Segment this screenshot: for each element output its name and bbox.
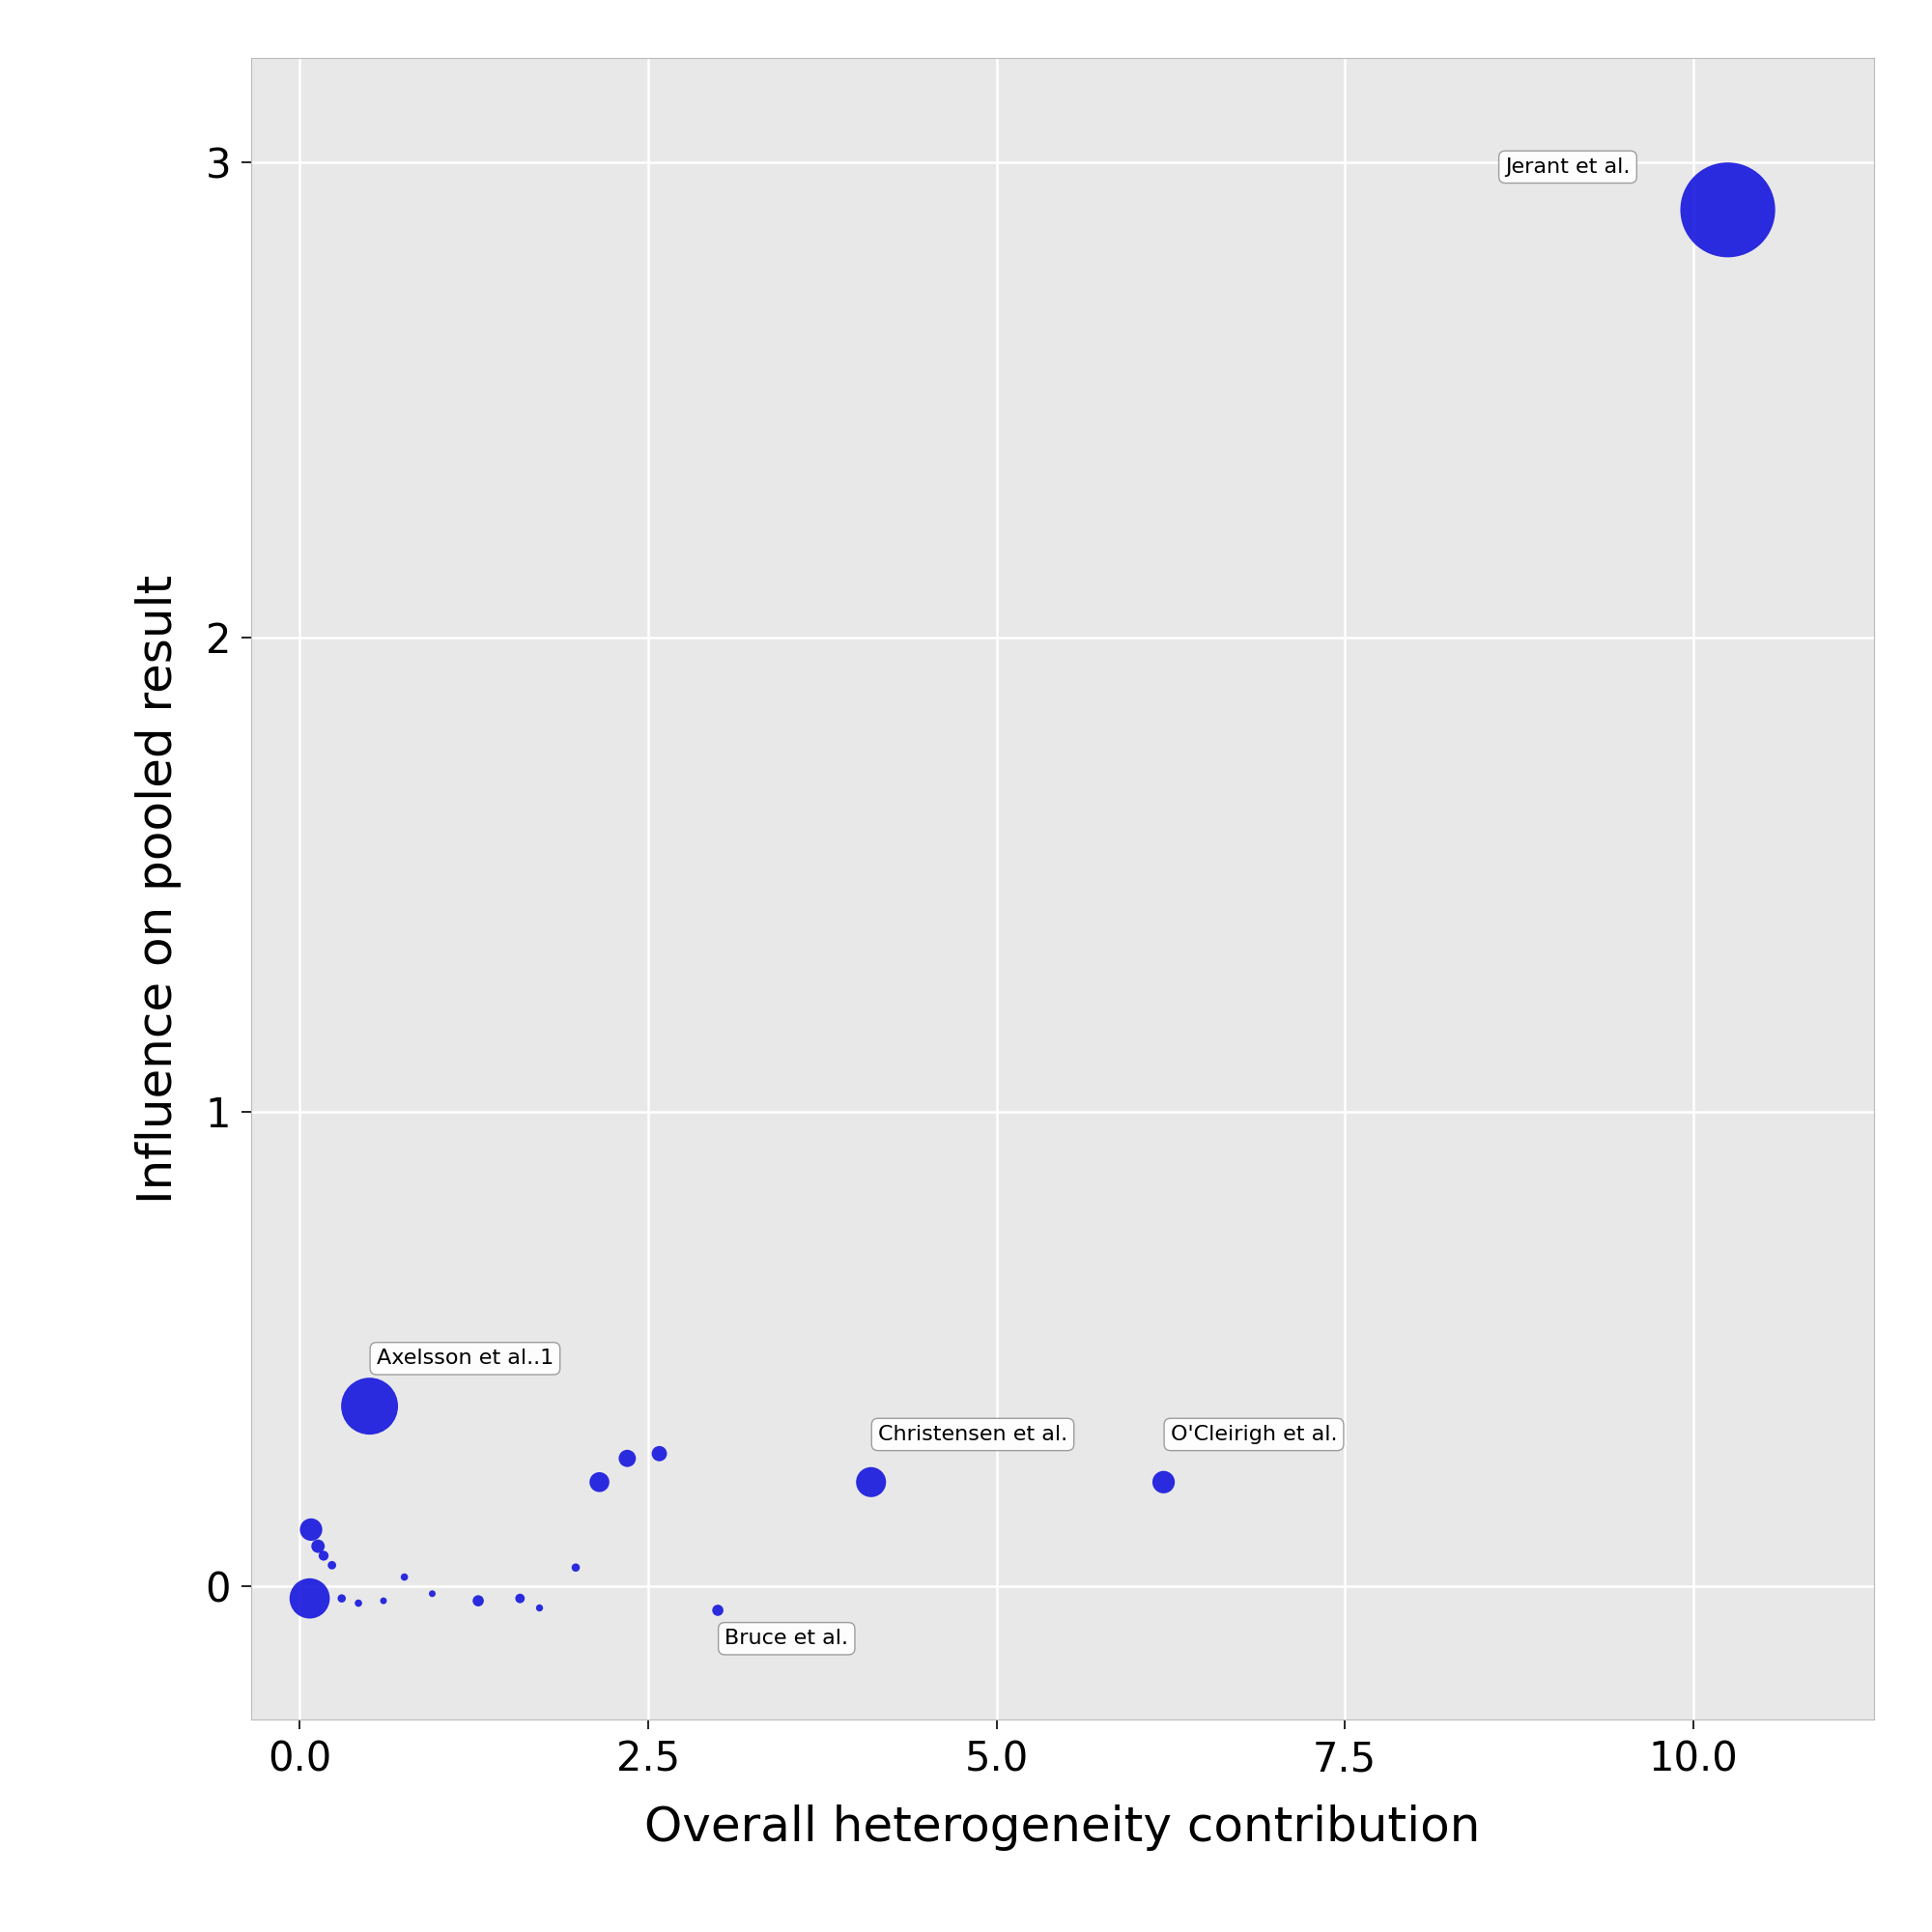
Point [303, 1530, 334, 1561]
Point [560, 1551, 591, 1582]
Point [643, 1437, 674, 1468]
Point [417, 1578, 448, 1609]
Text: Axelsson et al..1: Axelsson et al..1 [377, 1349, 554, 1368]
Point [327, 1582, 357, 1613]
Point [296, 1515, 327, 1546]
Point [524, 1592, 554, 1623]
Point [317, 1549, 348, 1580]
Point [703, 1594, 734, 1625]
Text: Jerant et al.: Jerant et al. [1505, 156, 1631, 176]
Point [354, 1391, 384, 1422]
Point [388, 1561, 419, 1592]
Point [1712, 195, 1743, 226]
Point [1148, 1466, 1179, 1497]
Y-axis label: Influence on pooled result: Influence on pooled result [135, 574, 182, 1204]
Point [856, 1466, 887, 1497]
Point [367, 1586, 398, 1617]
Point [344, 1588, 375, 1619]
Point [294, 1582, 325, 1613]
Point [583, 1466, 614, 1497]
Text: Christensen et al.: Christensen et al. [877, 1424, 1068, 1443]
Point [464, 1586, 495, 1617]
Point [504, 1582, 535, 1613]
Text: Bruce et al.: Bruce et al. [724, 1629, 848, 1648]
Point [612, 1443, 643, 1474]
Point [307, 1540, 338, 1571]
X-axis label: Overall heterogeneity contribution: Overall heterogeneity contribution [645, 1804, 1480, 1851]
Text: O'Cleirigh et al.: O'Cleirigh et al. [1171, 1424, 1337, 1443]
